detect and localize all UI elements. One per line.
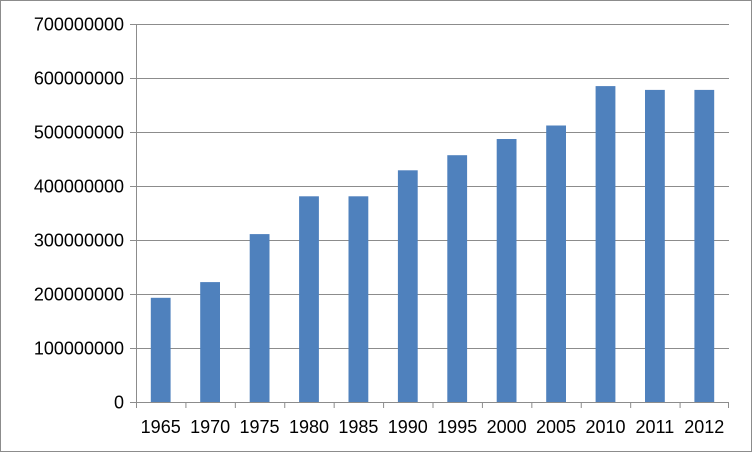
bar-2005 [546, 125, 566, 402]
bar-series [150, 86, 715, 403]
x-tick-label: 1965 [141, 417, 181, 437]
bar-1990 [397, 170, 418, 402]
bar-1980 [299, 196, 319, 402]
x-tick-label: 1980 [289, 417, 329, 437]
bar-2012 [694, 89, 715, 403]
bar-1975 [249, 234, 270, 402]
y-tick-label: 300000000 [34, 231, 124, 251]
x-tick-label: 2005 [536, 417, 576, 437]
y-tick-label: 0 [114, 393, 124, 413]
bar-1965 [150, 297, 171, 402]
x-tick-labels: 1965 1970 1975 1980 1985 1990 1995 2000 2005 2010… [141, 417, 725, 437]
bar-1995 [447, 155, 468, 402]
y-tick-label: 700000000 [34, 15, 124, 35]
x-tick-label: 2000 [487, 417, 527, 437]
axes [130, 24, 729, 408]
x-tick-label: 1995 [437, 417, 477, 437]
y-tick-label: 600000000 [34, 69, 124, 89]
x-tick-label: 1990 [388, 417, 428, 437]
x-tick-label: 2012 [684, 417, 724, 437]
bar-1970 [200, 282, 220, 402]
y-tick-label: 500000000 [34, 123, 124, 143]
bar-1985 [348, 196, 369, 402]
x-tick-label: 2011 [636, 417, 675, 437]
bar-2000 [496, 139, 517, 402]
bar-2010 [595, 86, 616, 402]
y-tick-label: 200000000 [34, 285, 124, 305]
x-tick-label: 1985 [338, 417, 378, 437]
y-tick-label: 400000000 [34, 177, 124, 197]
bar-2011 [645, 89, 665, 403]
y-tick-label: 100000000 [34, 339, 124, 359]
x-tick-label: 2010 [585, 417, 625, 437]
x-tick-label: 1975 [239, 417, 279, 437]
x-tick-label: 1970 [190, 417, 230, 437]
gridlines [136, 24, 729, 349]
y-tick-labels: 0 100000000 200000000 300000000 400000000 500… [34, 15, 124, 413]
